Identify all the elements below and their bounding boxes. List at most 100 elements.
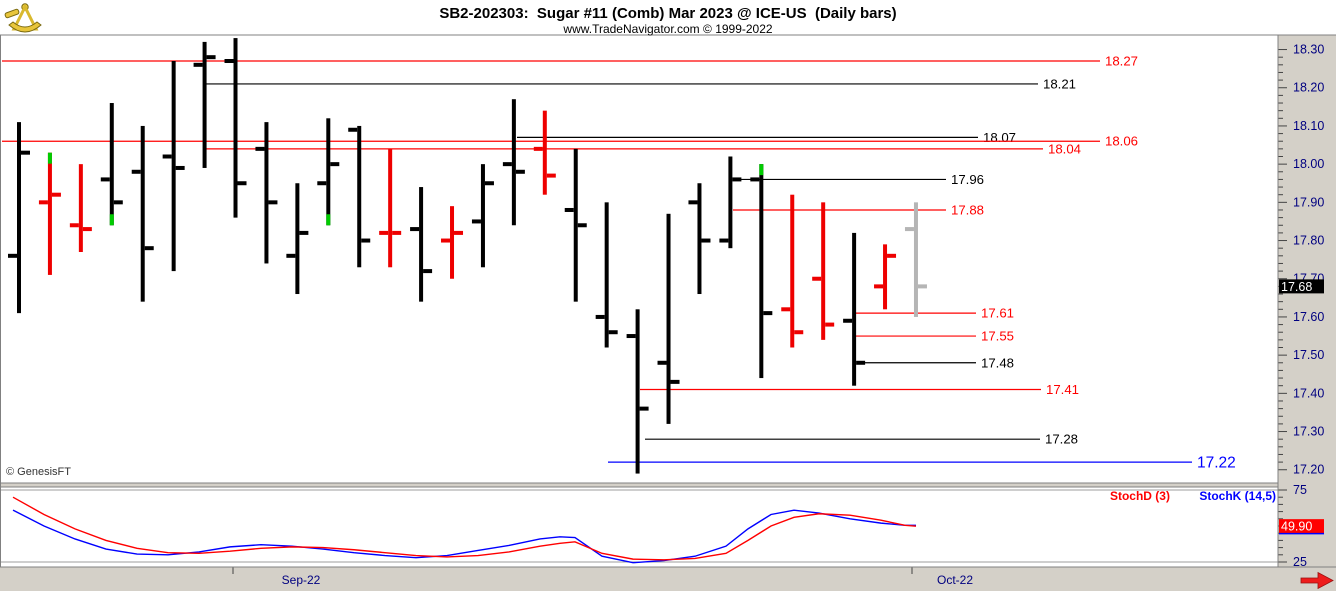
price-bar xyxy=(812,202,835,340)
close-tick xyxy=(794,330,804,335)
close-tick xyxy=(546,173,556,178)
watermark: © GenesisFT xyxy=(6,466,71,478)
scroll-right-arrow[interactable] xyxy=(1300,571,1334,590)
price-axis-label: 18.30 xyxy=(1293,43,1324,57)
stochk-legend[interactable]: StochK (14,5) xyxy=(1199,489,1276,503)
close-tick xyxy=(701,238,711,243)
stochd-line xyxy=(12,496,917,561)
stoch-last-box xyxy=(1279,519,1324,534)
price-bar xyxy=(8,122,30,314)
last-price-label: 17.68 xyxy=(1281,280,1312,294)
indicator-legend: StochD (3) StochK (14,5) xyxy=(900,489,1276,503)
price-bar xyxy=(874,244,897,310)
level-label-17.96: 17.96 xyxy=(951,172,984,187)
price-bar xyxy=(193,41,216,168)
panel-gap xyxy=(0,483,1278,487)
open-tick xyxy=(533,146,543,151)
level-label-17.22: 17.22 xyxy=(1197,455,1236,472)
close-tick xyxy=(670,379,680,384)
close-tick xyxy=(856,360,866,365)
stoch-panel[interactable] xyxy=(0,487,1278,567)
month-label: Sep-22 xyxy=(282,573,321,587)
level-label-17.88: 17.88 xyxy=(951,202,984,217)
price-axis-label: 17.40 xyxy=(1293,386,1324,400)
close-tick xyxy=(577,223,587,228)
price-axis-strip[interactable] xyxy=(1278,35,1336,567)
open-tick xyxy=(688,200,698,205)
price-bar xyxy=(595,202,618,348)
level-label-17.28: 17.28 xyxy=(1045,432,1078,447)
close-tick xyxy=(887,253,897,258)
open-tick xyxy=(441,238,451,243)
price-bar xyxy=(750,164,773,379)
close-tick xyxy=(392,230,402,235)
open-tick xyxy=(657,360,667,365)
close-tick xyxy=(21,150,30,155)
close-tick xyxy=(82,227,92,232)
month-label: Oct-22 xyxy=(937,573,973,587)
price-bar xyxy=(564,148,587,302)
price-bar xyxy=(657,213,680,424)
open-tick xyxy=(379,230,389,235)
price-bar xyxy=(379,148,402,268)
price-bar xyxy=(471,164,494,268)
price-axis-label: 18.10 xyxy=(1293,119,1324,133)
open-tick xyxy=(224,59,234,63)
open-tick xyxy=(286,253,296,258)
open-tick xyxy=(255,146,265,151)
price-bar xyxy=(719,156,742,249)
stoch-last-label: 49.90 xyxy=(1281,520,1312,534)
price-bar xyxy=(626,309,649,474)
open-tick xyxy=(502,162,512,167)
price-axis-label: 17.60 xyxy=(1293,310,1324,324)
close-tick xyxy=(206,55,216,60)
price-axis-label: 17.80 xyxy=(1293,234,1324,248)
sextant-logo xyxy=(4,2,46,43)
date-axis-strip[interactable] xyxy=(0,567,1336,591)
open-tick xyxy=(317,181,327,186)
last-price-box xyxy=(1279,279,1324,294)
close-tick xyxy=(330,162,340,167)
price-axis-label: 17.90 xyxy=(1293,195,1324,209)
price-axis-label: 17.30 xyxy=(1293,425,1324,439)
price-bar xyxy=(286,183,309,295)
close-tick xyxy=(732,177,742,182)
level-label-17.41: 17.41 xyxy=(1046,382,1079,397)
price-bar xyxy=(502,99,525,226)
price-bar xyxy=(904,202,927,317)
close-tick xyxy=(423,269,433,274)
close-tick xyxy=(515,169,525,174)
level-label-18.21: 18.21 xyxy=(1043,76,1076,91)
close-tick xyxy=(454,230,464,235)
price-bar xyxy=(441,206,464,279)
level-label-18.04: 18.04 xyxy=(1048,141,1081,156)
price-bar xyxy=(131,125,154,302)
open-tick xyxy=(410,227,420,232)
level-label-17.61: 17.61 xyxy=(981,306,1014,321)
close-tick xyxy=(361,238,371,243)
open-tick xyxy=(719,238,729,243)
price-bar xyxy=(410,187,433,302)
open-tick xyxy=(781,307,791,312)
highlight-mark xyxy=(759,164,764,176)
open-tick xyxy=(131,169,141,174)
price-bar xyxy=(162,61,185,272)
close-tick xyxy=(608,330,618,335)
close-tick xyxy=(639,406,649,411)
open-tick xyxy=(750,177,760,182)
close-tick xyxy=(763,311,773,316)
price-bar xyxy=(348,125,371,268)
price-bar xyxy=(38,152,61,275)
close-tick xyxy=(484,181,494,186)
open-tick xyxy=(69,223,79,228)
close-tick xyxy=(825,322,835,327)
close-tick xyxy=(268,200,278,205)
price-bar xyxy=(69,164,92,252)
stochd-legend[interactable]: StochD (3) xyxy=(1109,489,1170,503)
open-tick xyxy=(812,276,822,281)
price-axis-label: 18.00 xyxy=(1293,157,1324,171)
level-label-18.07: 18.07 xyxy=(983,130,1016,145)
price-axis-label: 18.20 xyxy=(1293,81,1324,95)
open-tick xyxy=(100,177,110,182)
